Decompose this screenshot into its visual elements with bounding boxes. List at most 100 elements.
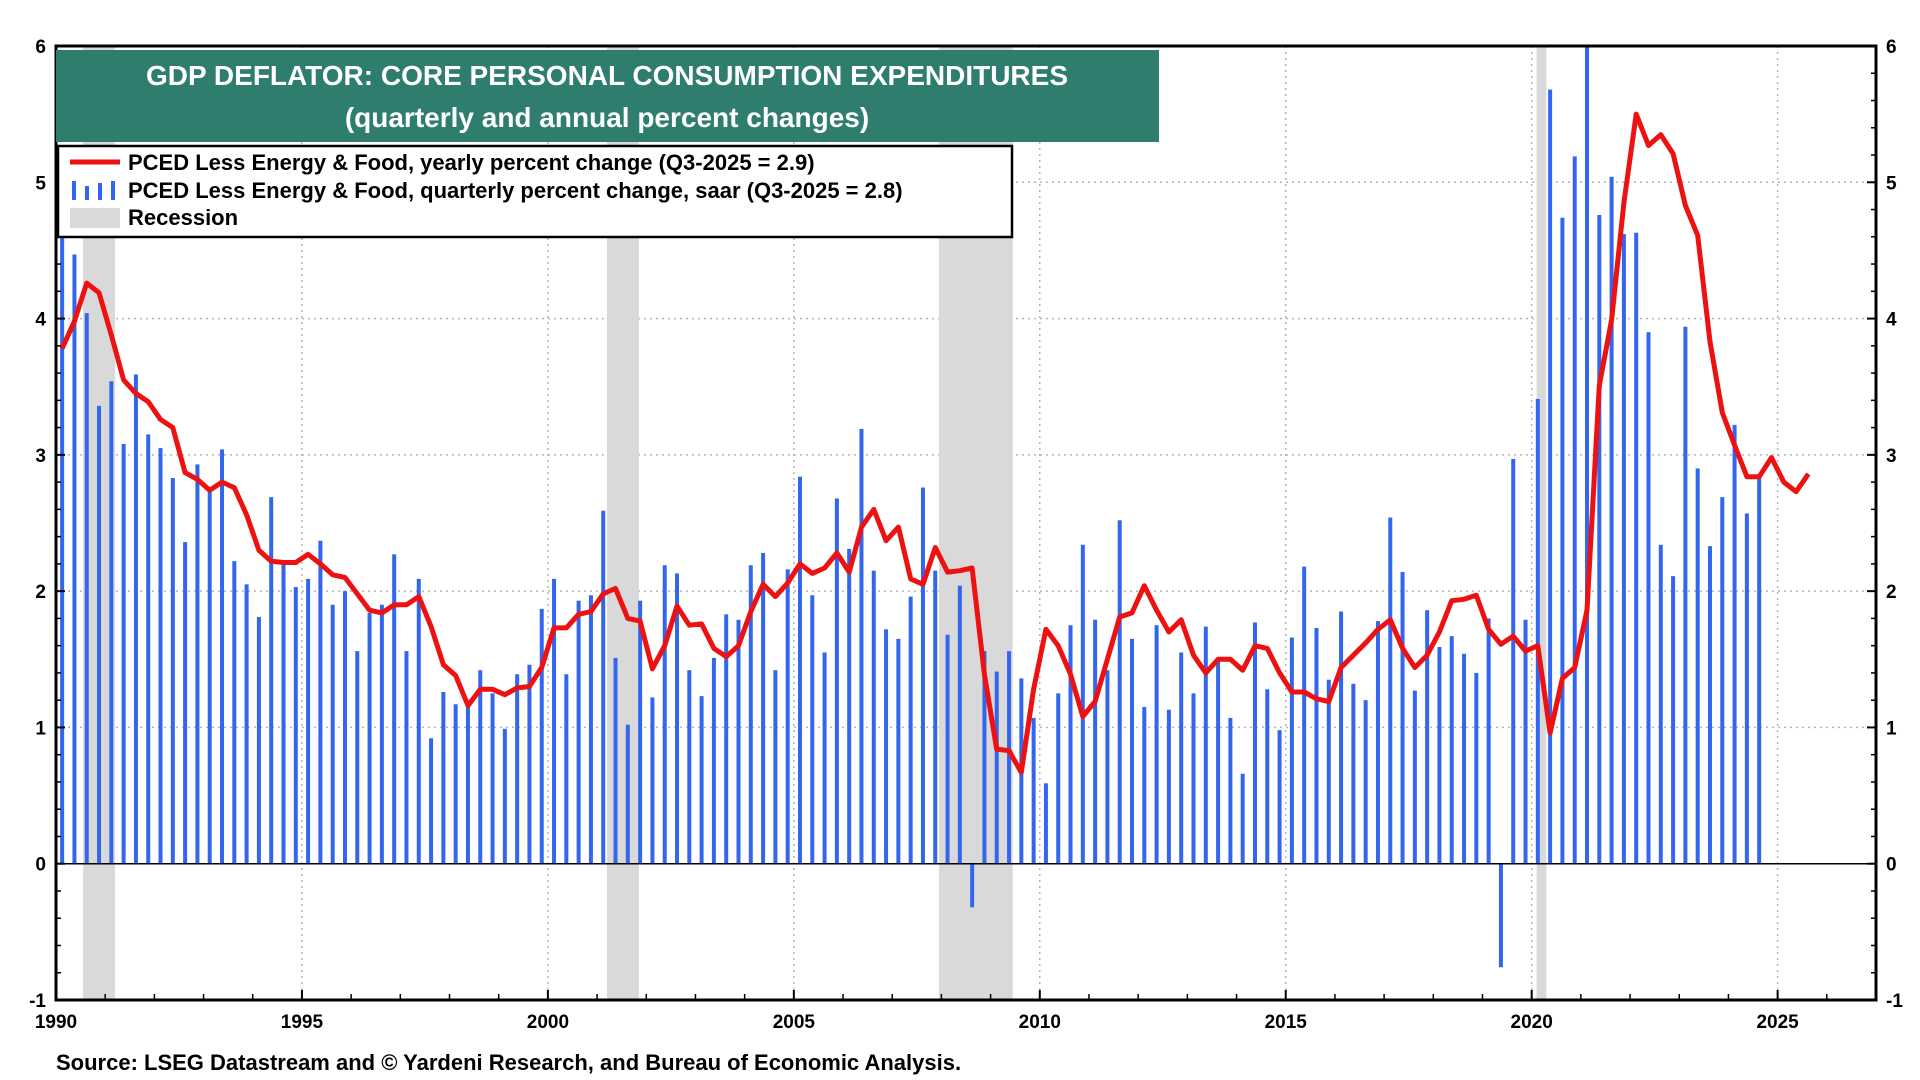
chart-title: GDP DEFLATOR: CORE PERSONAL CONSUMPTION … <box>146 60 1068 91</box>
quarterly-bar <box>785 569 790 864</box>
quarterly-bar <box>1560 217 1565 864</box>
quarterly-bar <box>1609 176 1614 864</box>
legend-recession-label: Recession <box>128 205 238 230</box>
recession-band <box>1536 46 1547 1000</box>
y-tick-label-right: 2 <box>1886 582 1897 603</box>
quarterly-bar <box>970 863 975 908</box>
legend-bars-label: PCED Less Energy & Food, quarterly perce… <box>128 178 903 203</box>
quarterly-bar <box>478 670 483 864</box>
legend-box <box>56 144 1014 239</box>
quarterly-bar <box>822 652 827 864</box>
y-tick-label-left: -1 <box>29 991 46 1012</box>
legend-recession-swatch <box>70 208 120 228</box>
quarterly-bar <box>306 578 311 864</box>
x-tick-label: 1990 <box>35 1012 77 1033</box>
quarterly-bar <box>170 478 175 864</box>
quarterly-bar <box>1621 234 1626 864</box>
quarterly-bar <box>539 608 544 864</box>
quarterly-bar <box>1326 679 1331 864</box>
quarterly-bar <box>1449 636 1454 864</box>
quarterly-bar <box>957 585 962 864</box>
legend: PCED Less Energy & Food, yearly percent … <box>56 144 1014 239</box>
quarterly-bar <box>84 313 89 864</box>
y-tick-label-right: 3 <box>1886 446 1897 467</box>
quarterly-bar <box>1105 670 1110 864</box>
quarterly-bar <box>724 614 729 864</box>
quarterly-bar <box>625 724 630 864</box>
quarterly-bar <box>183 542 188 864</box>
quarterly-bar <box>72 254 77 864</box>
quarterly-bar <box>490 693 495 864</box>
x-tick-label: 2025 <box>1756 1012 1799 1033</box>
quarterly-bar <box>244 584 249 864</box>
quarterly-bar <box>1511 458 1516 864</box>
annual-change-line <box>59 111 1811 775</box>
quarterly-bar <box>773 670 778 864</box>
quarterly-bar <box>1277 730 1282 864</box>
quarterly-bar <box>1154 625 1159 864</box>
legend-bars-swatch <box>72 181 115 200</box>
quarterly-bar <box>1597 214 1602 864</box>
quarterly-bar <box>1142 706 1147 864</box>
quarterly-bar <box>1339 611 1344 864</box>
quarterly-bar <box>1043 783 1048 864</box>
quarterly-bar <box>97 405 102 864</box>
quarterly-bar <box>207 488 212 864</box>
chart-subtitle: (quarterly and annual percent changes) <box>345 102 869 133</box>
quarterly-bar <box>367 612 372 864</box>
y-tick-label-left: 2 <box>35 582 46 603</box>
quarterly-bar <box>1744 513 1749 864</box>
quarterly-bar <box>220 449 225 864</box>
quarterly-bar <box>1388 517 1393 864</box>
quarterly-bar <box>404 651 409 864</box>
quarterly-bar <box>933 570 938 864</box>
quarterly-bar <box>748 565 753 864</box>
quarterly-bar <box>1117 520 1122 864</box>
quarterly-bar <box>1166 709 1171 864</box>
x-tick-label: 2015 <box>1265 1012 1308 1033</box>
quarterly-bar <box>1363 700 1368 864</box>
quarterly-bar <box>1400 572 1405 864</box>
quarterly-bar <box>1314 627 1319 864</box>
quarterly-bar <box>109 381 114 864</box>
quarterly-bar <box>121 443 126 864</box>
quarterly-bar <box>920 487 925 864</box>
y-tick-label-right: -1 <box>1886 991 1903 1012</box>
x-tick-label: 2010 <box>1019 1012 1061 1033</box>
quarterly-bar <box>1634 232 1639 864</box>
y-tick-label-right: 0 <box>1886 855 1897 876</box>
quarterly-bar <box>638 600 643 864</box>
quarterly-bar <box>1031 717 1036 864</box>
quarterly-bar <box>146 434 151 864</box>
legend-line-label: PCED Less Energy & Food, yearly percent … <box>128 150 815 175</box>
quarterly-bar <box>1474 672 1479 864</box>
quarterly-bar <box>650 697 655 864</box>
x-tick-label: 1995 <box>281 1012 324 1033</box>
x-tick-label: 2000 <box>527 1012 569 1033</box>
quarterly-bar <box>1265 689 1270 864</box>
quarterly-bar <box>293 587 298 864</box>
quarterly-bar <box>60 236 65 864</box>
quarterly-bar <box>1671 576 1676 864</box>
quarterly-bar <box>859 428 864 864</box>
quarterly-bar <box>1437 647 1442 864</box>
quarterly-bar <box>810 595 815 864</box>
quarterly-bar <box>564 674 569 864</box>
quarterly-bar <box>982 651 987 864</box>
quarterly-bar <box>1523 619 1528 864</box>
quarterly-bar <box>711 657 716 864</box>
quarterly-bar <box>1351 683 1356 864</box>
quarterly-bar <box>342 591 347 864</box>
quarterly-bar <box>1486 618 1491 864</box>
quarterly-bar <box>1191 693 1196 864</box>
quarterly-bar <box>1007 651 1012 864</box>
quarterly-bar <box>613 657 618 864</box>
quarterly-bar <box>465 702 470 864</box>
quarterly-bar <box>1683 326 1688 864</box>
quarterly-bar <box>269 497 274 864</box>
quarterly-bar <box>1695 468 1700 864</box>
y-tick-label-right: 5 <box>1886 173 1897 194</box>
y-tick-label-left: 6 <box>35 37 46 58</box>
plot-frame <box>54 44 1878 1002</box>
